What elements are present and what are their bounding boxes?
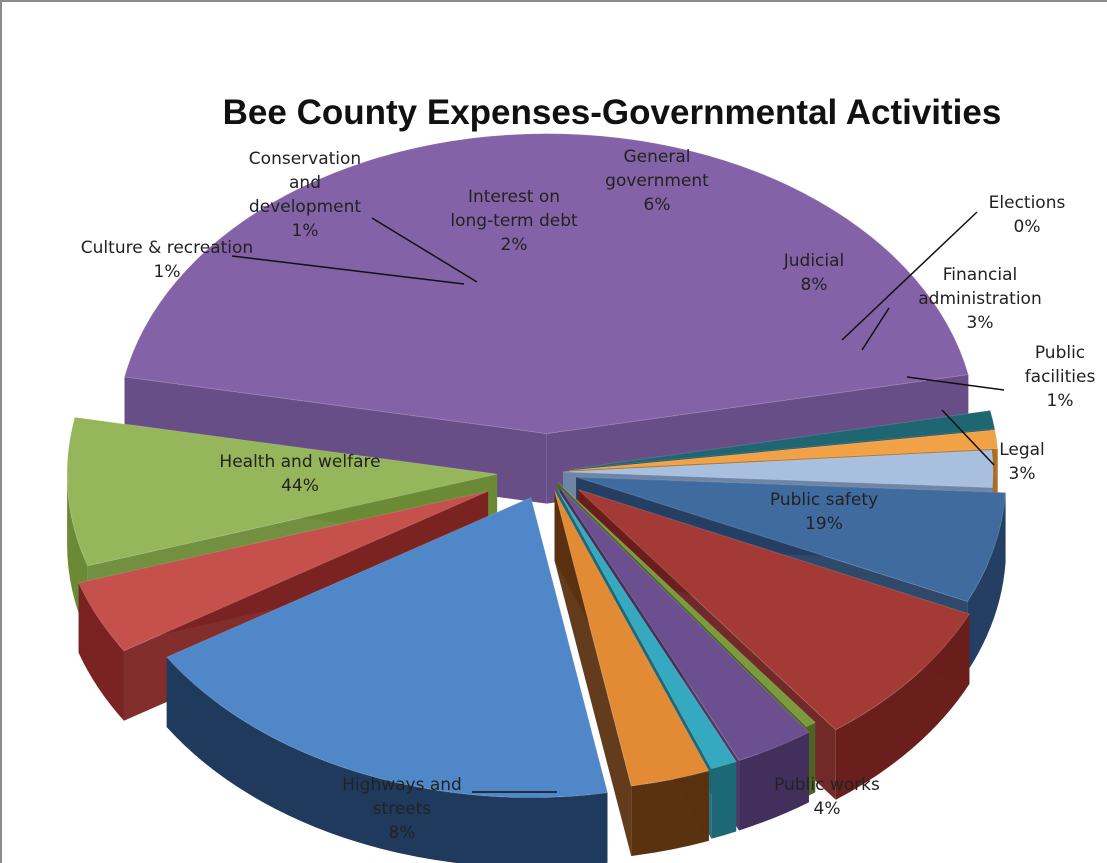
data-label-name: administration (918, 289, 1041, 309)
data-label-name: government (605, 171, 709, 191)
data-label-name: Public safety (770, 490, 878, 510)
data-label-legal: Legal 3% (999, 440, 1045, 484)
slice-judicial (577, 489, 971, 731)
data-label-health-and-welfare: Health and welfare 44% (219, 452, 380, 496)
data-label-culture-recreation: Culture & recreation 1% (81, 238, 253, 282)
data-label-percent: 2% (501, 235, 528, 255)
data-label-name: long-term debt (450, 211, 578, 231)
leader-line-public-facilities (906, 376, 1005, 391)
slice-side-general-government (967, 492, 1006, 672)
leader-line-financial-administration (861, 307, 890, 351)
data-label-percent: 0% (1014, 217, 1041, 237)
slice-conservation-and-development (568, 429, 999, 471)
data-label-general-government: General government 6% (605, 147, 709, 215)
data-label-percent: 19% (805, 514, 843, 534)
data-label-judicial: Judicial 8% (783, 251, 845, 295)
data-label-name: Elections (989, 193, 1066, 213)
data-label-name: General (624, 147, 691, 167)
data-label-public-safety: Public safety 19% (770, 490, 878, 534)
data-label-name: Highways and (342, 775, 462, 795)
data-label-highways-and-streets: Highways and streets 8% (342, 775, 462, 843)
slice-interest-on-long-term-debt (562, 449, 994, 489)
data-label-name: facilities (1025, 367, 1096, 387)
data-label-name: Culture & recreation (81, 238, 253, 258)
leader-line-conservation-and-development (371, 217, 478, 283)
data-label-name: Public (1035, 343, 1085, 363)
data-label-name: streets (373, 799, 432, 819)
data-label-percent: 8% (389, 823, 416, 843)
data-label-percent: 3% (967, 313, 994, 333)
slice-legal (554, 490, 710, 787)
slice-culture-recreation (568, 409, 996, 470)
data-label-percent: 1% (292, 221, 319, 241)
data-label-public-works: Public works 4% (774, 775, 880, 819)
leader-line-elections (841, 211, 978, 341)
data-label-percent: 1% (154, 262, 181, 282)
data-label-name: Health and welfare (219, 452, 380, 472)
data-label-financial-administration: Financial administration 3% (918, 265, 1041, 333)
slice-public-safety (165, 496, 609, 798)
data-label-percent: 3% (1009, 464, 1036, 484)
data-label-name: and (289, 173, 321, 193)
slice-health-and-welfare (123, 133, 970, 435)
slice-financial-administration (559, 487, 810, 762)
data-label-percent: 6% (644, 195, 671, 215)
slice-elections (557, 481, 817, 728)
slice-side-public-safety (166, 657, 608, 863)
chart-title: Bee County Expenses-Governmental Activit… (223, 93, 1002, 132)
data-label-percent: 8% (801, 275, 828, 295)
data-label-percent: 1% (1047, 391, 1074, 411)
data-label-name: Public works (774, 775, 880, 795)
data-label-elections: Elections 0% (989, 193, 1066, 237)
slice-general-government (575, 476, 1007, 603)
leader-line-culture-recreation (231, 255, 465, 285)
data-label-interest-on-long-term-debt: Interest on long-term debt 2% (450, 187, 578, 255)
data-label-name: Conservation (249, 149, 361, 169)
slice-highways-and-streets (66, 416, 498, 567)
data-label-name: Interest on (468, 187, 560, 207)
data-label-name: Legal (999, 440, 1045, 460)
leader-line-legal (941, 409, 995, 466)
data-label-conservation-and-development: Conservation and development 1% (249, 149, 362, 241)
data-label-percent: 44% (281, 476, 319, 496)
data-label-name: development (249, 197, 361, 217)
slice-wall-legal-1 (554, 490, 632, 857)
data-label-public-facilities: Public facilities 1% (1025, 343, 1096, 411)
data-label-name: Financial (943, 265, 1017, 285)
data-label-name: Judicial (783, 251, 845, 271)
slice-public-works (77, 490, 489, 652)
data-label-percent: 4% (814, 799, 841, 819)
slice-public-facilities (556, 488, 737, 770)
